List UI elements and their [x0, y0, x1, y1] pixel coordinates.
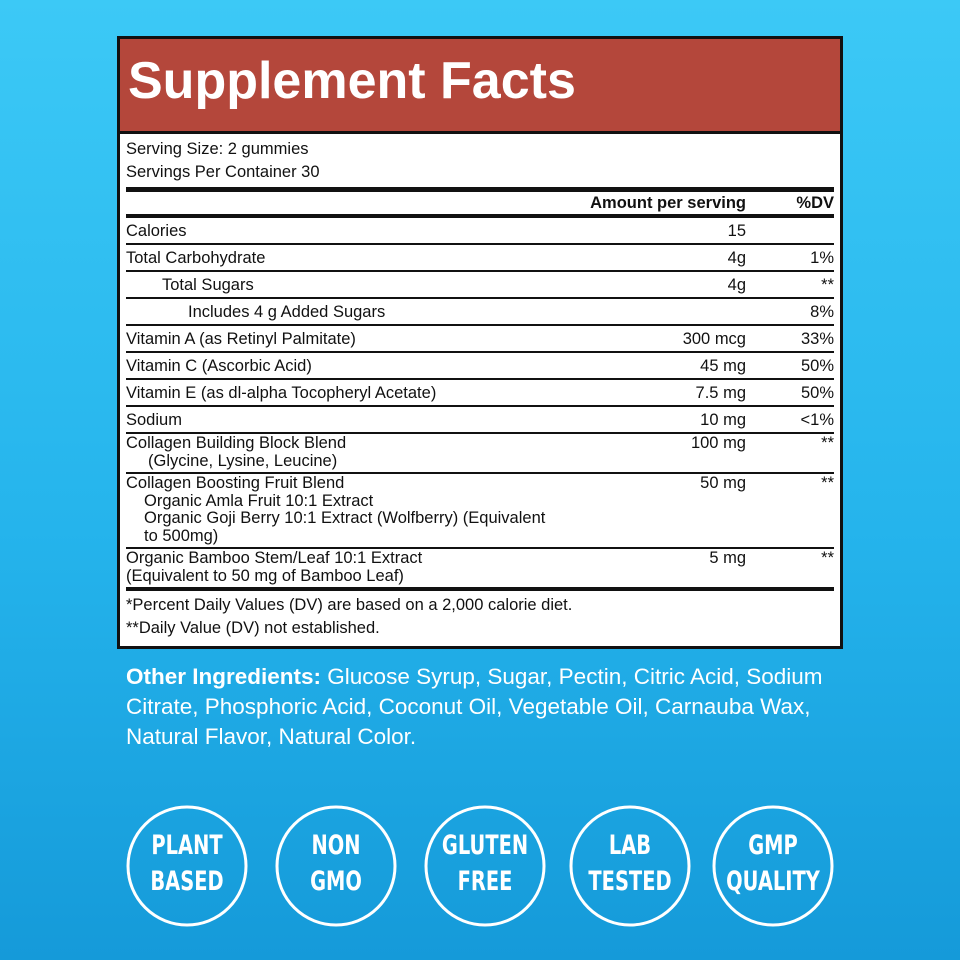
- nutrient-row: Organic Bamboo Stem/Leaf 10:1 Extract (Eq…: [126, 547, 834, 587]
- nutrient-dv: 33%: [800, 330, 834, 348]
- nutrient-dv: <1%: [800, 411, 834, 429]
- nutrient-name: Total Carbohydrate: [126, 249, 546, 267]
- nutrient-amount: 4g: [727, 276, 746, 294]
- nutrient-amount: 100 mg: [690, 434, 746, 452]
- nutrient-line: (Glycine, Lysine, Leucine): [148, 451, 338, 470]
- nutrient-row: Vitamin E (as dl-alpha Tocopheryl Acetat…: [126, 378, 834, 405]
- nutrient-line: Calories: [126, 222, 187, 240]
- nutrient-dv: 8%: [810, 303, 834, 321]
- nutrient-name: Collagen Building Block Blend (Glycine, L…: [126, 434, 546, 470]
- nutrient-name: Calories: [126, 222, 546, 240]
- nutrient-row: Sodium 10 mg <1%: [126, 405, 834, 432]
- nutrient-line: Organic Amla Fruit 10:1 Extract: [144, 491, 374, 510]
- nutrient-name: Organic Bamboo Stem/Leaf 10:1 Extract (Eq…: [126, 549, 546, 585]
- nutrient-row: Vitamin A (as Retinyl Palmitate) 300 mcg 3…: [126, 324, 834, 351]
- amount-header: Amount per serving: [590, 194, 746, 212]
- nutrient-amount: [546, 303, 746, 321]
- nutrient-amount: 5 mg: [709, 549, 746, 567]
- nutrient-name: Total Sugars: [126, 276, 546, 294]
- footnotes: *Percent Daily Values (DV) are based on …: [126, 587, 834, 640]
- nutrient-row: Total Sugars 4g **: [126, 270, 834, 297]
- badge-text: GMO: [310, 865, 362, 897]
- badge-text: PLANT: [151, 829, 222, 861]
- badge-circle: [712, 805, 834, 927]
- nutrient-line: Organic Goji Berry 10:1 Extract (Wolfber…: [144, 509, 546, 545]
- other-ingredients-text: Glucose Syrup, Sugar, Pectin, Citric Aci…: [126, 664, 823, 749]
- nutrient-row: Calories 15: [126, 218, 834, 243]
- nutrient-amount: 300 mcg: [682, 330, 746, 348]
- nutrient-dv: **: [821, 434, 834, 452]
- badge-circle: [569, 805, 691, 927]
- serving-size: Serving Size: 2 gummies: [126, 140, 309, 158]
- badge-circle: [424, 805, 546, 927]
- nutrient-amount: 10 mg: [700, 411, 746, 429]
- badge-text: QUALITY: [726, 865, 820, 897]
- nutrient-line: Sodium: [126, 411, 182, 429]
- badges: PLANT BASED NON GMO GLUTEN FREE LAB TESTED GMP QU…: [126, 805, 834, 927]
- nutrient-row: Total Carbohydrate 4g 1%: [126, 243, 834, 270]
- facts-panel: Supplement Facts Serving Size: 2 gummies…: [117, 36, 843, 649]
- nutrient-row: Collagen Building Block Blend (Glycine, L…: [126, 432, 834, 472]
- facts-body: Serving Size: 2 gummies Servings Per Con…: [120, 134, 840, 646]
- badge-text: FREE: [458, 865, 513, 897]
- nutrient-dv: [746, 222, 834, 240]
- badge-text: NON: [311, 829, 360, 861]
- nutrient-line: Vitamin E (as dl-alpha Tocopheryl Acetat…: [126, 384, 437, 402]
- nutrient-line: Organic Bamboo Stem/Leaf 10:1 Extract: [126, 549, 423, 567]
- nutrient-line: Collagen Building Block Blend: [126, 434, 347, 452]
- nutrient-row: Collagen Boosting Fruit Blend Organic Aml…: [126, 472, 834, 547]
- nutrient-dv: **: [821, 276, 834, 294]
- footnote: **Daily Value (DV) not established.: [126, 619, 380, 637]
- nutrient-line: (Equivalent to 50 mg of Bamboo Leaf): [126, 566, 404, 585]
- nutrient-line: Collagen Boosting Fruit Blend: [126, 474, 345, 492]
- badge-text: TESTED: [588, 865, 671, 897]
- nutrient-dv: 1%: [810, 249, 834, 267]
- nutrient-dv: 50%: [800, 384, 834, 402]
- nutrient-amount: 50 mg: [700, 474, 746, 492]
- nutrient-line: Vitamin A (as Retinyl Palmitate): [126, 330, 356, 348]
- nutrient-name: Sodium: [126, 411, 546, 429]
- nutrient-name: Vitamin E (as dl-alpha Tocopheryl Acetat…: [126, 384, 546, 402]
- nutrient-name: Includes 4 g Added Sugars: [126, 303, 546, 321]
- nutrient-amount: 7.5 mg: [695, 384, 746, 402]
- nutrient-amount: 4g: [727, 249, 746, 267]
- nutrient-dv: **: [821, 474, 834, 492]
- nutrient-line: Total Carbohydrate: [126, 249, 266, 267]
- nutrient-amount: 45 mg: [700, 357, 746, 375]
- nutrient-row: Vitamin C (Ascorbic Acid) 45 mg 50%: [126, 351, 834, 378]
- facts-title: Supplement Facts: [120, 39, 840, 134]
- badge-text: BASED: [150, 865, 223, 897]
- nutrient-name: Vitamin C (Ascorbic Acid): [126, 357, 546, 375]
- nutrient-line: Includes 4 g Added Sugars: [188, 303, 386, 321]
- nutrient-name: Collagen Boosting Fruit Blend Organic Aml…: [126, 474, 546, 545]
- nutrient-amount: 15: [727, 222, 746, 240]
- other-ingredients-label: Other Ingredients:: [126, 664, 322, 689]
- badge-text: GMP: [748, 829, 798, 861]
- nutrient-line: Vitamin C (Ascorbic Acid): [126, 357, 312, 375]
- badge-text: LAB: [609, 829, 651, 861]
- nutrient-rows: Calories 15 Total Carbohydrate 4g 1% Total Su…: [126, 218, 834, 587]
- servings-per-container: Servings Per Container 30: [126, 163, 320, 181]
- nutrient-dv: **: [821, 549, 834, 567]
- column-header: Amount per serving %DV: [126, 187, 834, 218]
- nutrient-name: Vitamin A (as Retinyl Palmitate): [126, 330, 546, 348]
- badge-text: GLUTEN: [442, 829, 528, 861]
- nutrient-line: Total Sugars: [162, 276, 254, 294]
- badge-circle: [275, 805, 397, 927]
- nutrient-row: Includes 4 g Added Sugars 8%: [126, 297, 834, 324]
- nutrient-dv: 50%: [800, 357, 834, 375]
- badge-circle: [126, 805, 248, 927]
- dv-header: %DV: [796, 194, 834, 212]
- footnote: *Percent Daily Values (DV) are based on …: [126, 596, 573, 614]
- other-ingredients: Other Ingredients: Glucose Syrup, Sugar,…: [126, 662, 846, 752]
